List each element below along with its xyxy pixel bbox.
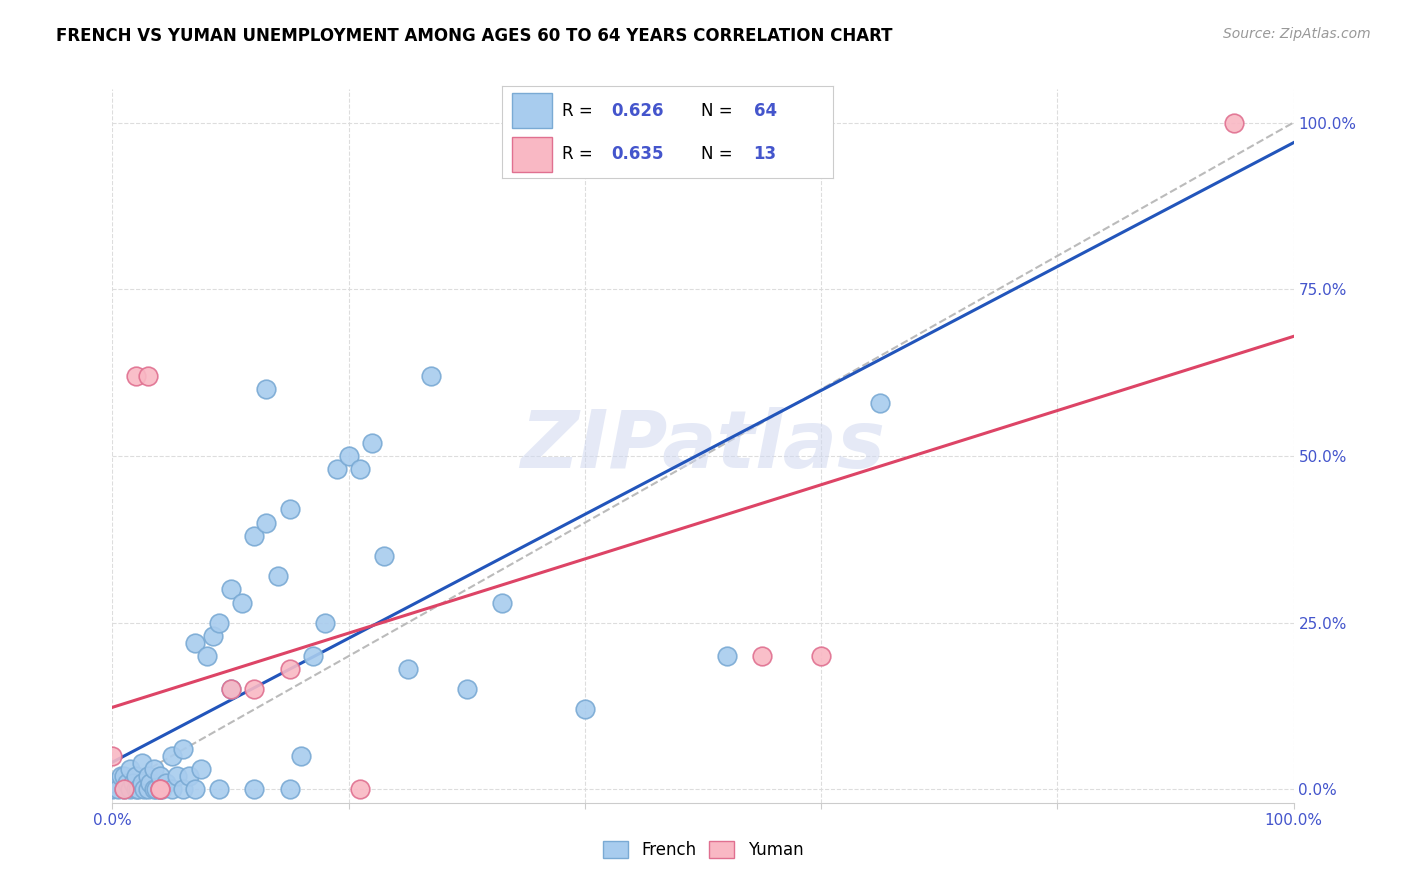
Point <box>396 662 419 676</box>
Point <box>349 782 371 797</box>
Point <box>267 569 290 583</box>
Point <box>107 782 129 797</box>
Point <box>254 516 277 530</box>
Point <box>326 462 349 476</box>
Point <box>120 763 142 777</box>
Point <box>574 702 596 716</box>
Point <box>149 782 172 797</box>
Point <box>278 502 301 516</box>
Point <box>160 782 183 797</box>
Point <box>254 382 277 396</box>
Point <box>125 368 148 383</box>
Point <box>125 782 148 797</box>
Point <box>120 782 142 797</box>
Point <box>420 368 443 383</box>
Point <box>184 636 207 650</box>
Point <box>172 782 194 797</box>
Point <box>314 615 336 630</box>
Point <box>243 682 266 697</box>
Point <box>751 649 773 664</box>
Point <box>112 769 135 783</box>
Point <box>278 662 301 676</box>
Point <box>219 682 242 697</box>
Point <box>184 782 207 797</box>
Point <box>716 649 738 664</box>
Point <box>219 682 242 697</box>
Point <box>145 782 167 797</box>
Point <box>172 742 194 756</box>
Text: FRENCH VS YUMAN UNEMPLOYMENT AMONG AGES 60 TO 64 YEARS CORRELATION CHART: FRENCH VS YUMAN UNEMPLOYMENT AMONG AGES … <box>56 27 893 45</box>
Point <box>195 649 218 664</box>
Point <box>278 782 301 797</box>
Point <box>810 649 832 664</box>
Text: Source: ZipAtlas.com: Source: ZipAtlas.com <box>1223 27 1371 41</box>
Point <box>491 596 513 610</box>
Point <box>110 769 132 783</box>
Point <box>166 769 188 783</box>
Point <box>125 769 148 783</box>
Point <box>869 395 891 409</box>
Legend: French, Yuman: French, Yuman <box>596 834 810 866</box>
Point <box>337 449 360 463</box>
Point <box>208 782 231 797</box>
Point <box>136 368 159 383</box>
Point <box>101 749 124 764</box>
Point <box>121 776 143 790</box>
Point <box>142 782 165 797</box>
Point <box>373 549 395 563</box>
Point <box>134 782 156 797</box>
Point <box>243 529 266 543</box>
Point <box>349 462 371 476</box>
Point <box>149 769 172 783</box>
Point <box>190 763 212 777</box>
Point <box>139 776 162 790</box>
Point <box>101 776 124 790</box>
Point <box>149 782 172 797</box>
Point <box>208 615 231 630</box>
Point <box>1223 115 1246 129</box>
Point <box>219 582 242 597</box>
Point <box>131 756 153 770</box>
Point <box>290 749 312 764</box>
Point <box>136 769 159 783</box>
Point <box>160 749 183 764</box>
Point <box>127 782 149 797</box>
Point <box>136 782 159 797</box>
Point <box>361 435 384 450</box>
Point <box>115 776 138 790</box>
Point <box>142 763 165 777</box>
Point <box>179 769 201 783</box>
Point <box>131 776 153 790</box>
Point <box>243 782 266 797</box>
Point <box>150 782 173 797</box>
Point <box>101 782 124 797</box>
Point <box>112 782 135 797</box>
Point <box>456 682 478 697</box>
Point <box>231 596 253 610</box>
Point <box>201 629 224 643</box>
Point <box>155 776 177 790</box>
Point <box>302 649 325 664</box>
Text: ZIPatlas: ZIPatlas <box>520 407 886 485</box>
Point <box>149 782 172 797</box>
Point <box>112 782 135 797</box>
